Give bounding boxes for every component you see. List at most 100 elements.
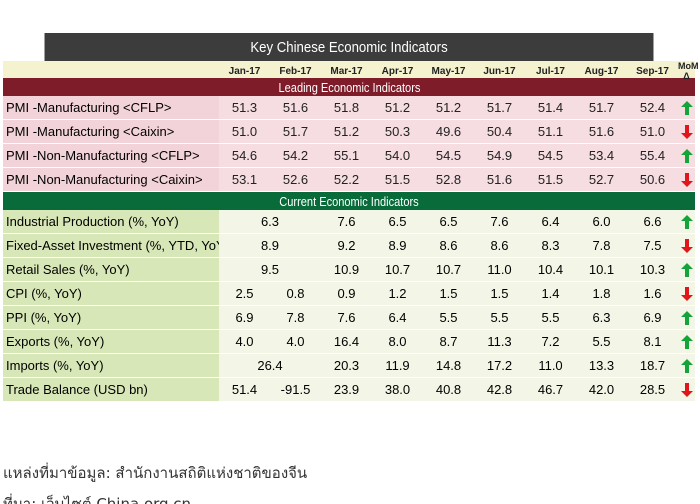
value-cell: 51.6 <box>588 124 615 139</box>
up-arrow-icon <box>678 330 695 353</box>
value-cell: 51.6 <box>282 100 309 115</box>
value-cell: 42.8 <box>486 382 513 397</box>
value-cell: 10.3 <box>639 262 666 277</box>
value-cell: 4.0 <box>235 334 254 349</box>
value-cell: 6.9 <box>235 310 254 325</box>
value-cell: 53.4 <box>588 148 615 163</box>
indicator-row: Industrial Production (%, YoY) 6.3 7.6 6.5 6… <box>3 210 695 234</box>
up-arrow-icon <box>678 354 695 377</box>
value-cell: 28.5 <box>639 382 666 397</box>
value-cell: 6.5 <box>388 214 407 229</box>
down-arrow-icon <box>678 378 695 401</box>
value-cell: 51.7 <box>588 100 615 115</box>
value-cell: 1.8 <box>592 286 611 301</box>
value-cell: 1.2 <box>388 286 407 301</box>
value-cell: 8.9 <box>388 238 407 253</box>
value-cell: 51.0 <box>639 124 666 139</box>
value-cell: 11.3 <box>487 334 512 349</box>
value-cell: 1.6 <box>643 286 662 301</box>
value-cell: 51.0 <box>231 124 258 139</box>
indicator-row: PMI -Non-Manufacturing <Caixin> 53.1 52.6 5… <box>3 168 695 192</box>
value-cell: 6.5 <box>439 214 458 229</box>
indicator-row: Retail Sales (%, YoY) 9.5 10.9 10.7 10.7 11.0… <box>3 258 695 282</box>
value-cell: 8.0 <box>388 334 407 349</box>
value-cell: 51.4 <box>537 100 564 115</box>
value-cell: 0.8 <box>286 286 305 301</box>
value-cell: 51.1 <box>537 124 564 139</box>
value-cell: 46.7 <box>537 382 564 397</box>
value-cell: 18.7 <box>639 358 666 373</box>
value-cell: 38.0 <box>384 382 411 397</box>
value-cell: 8.1 <box>643 334 662 349</box>
down-arrow-icon <box>678 120 695 143</box>
table-title: Key Chinese Economic Indicators <box>44 33 654 61</box>
value-cell: 50.6 <box>639 172 666 187</box>
value-cell: 5.5 <box>490 310 509 325</box>
leading-section-header: Leading Economic Indicators <box>3 78 695 96</box>
leading-rows: PMI -Manufacturing <CFLP> 51.3 51.6 51.8 51.… <box>3 96 695 192</box>
value-cell: 50.3 <box>384 124 411 139</box>
value-cell: 4.0 <box>286 334 305 349</box>
value-cell: 6.4 <box>388 310 407 325</box>
indicator-label: PMI -Manufacturing <CFLP> <box>3 96 219 119</box>
indicator-label: PMI -Manufacturing <Caixin> <box>3 120 219 143</box>
indicator-row: PMI -Manufacturing <Caixin> 51.0 51.7 51.2 5… <box>3 120 695 144</box>
indicator-row: PMI -Non-Manufacturing <CFLP> 54.6 54.2 55.… <box>3 144 695 168</box>
value-cell: 49.6 <box>435 124 462 139</box>
up-arrow-icon <box>678 306 695 329</box>
source-note: แหล่งที่มาข้อมูล: สำนักงานสถิติแห่งชาติข… <box>3 464 308 482</box>
value-cell: -91.5 <box>280 382 311 397</box>
indicator-row: Imports (%, YoY) 26.4 20.3 11.9 14.8 17.2 11.0… <box>3 354 695 378</box>
down-arrow-icon <box>678 168 695 191</box>
value-cell: 42.0 <box>588 382 615 397</box>
indicator-label: CPI (%, YoY) <box>3 282 219 305</box>
value-cell: 7.8 <box>592 238 611 253</box>
value-cell: 7.5 <box>643 238 662 253</box>
down-arrow-icon <box>678 234 695 257</box>
value-cell: 5.5 <box>592 334 611 349</box>
indicator-row: Exports (%, YoY) 4.0 4.0 16.4 8.0 8.7 11.3 7.2 5… <box>3 330 695 354</box>
value-cell: 23.9 <box>333 382 360 397</box>
value-cell: 51.7 <box>486 100 513 115</box>
value-cell: 7.6 <box>337 214 356 229</box>
value-cell: 54.6 <box>231 148 258 163</box>
table-title-text: Key Chinese Economic Indicators <box>250 38 448 56</box>
indicator-label: PMI -Non-Manufacturing <CFLP> <box>3 144 219 167</box>
value-cell: 6.0 <box>592 214 611 229</box>
value-cell: 55.4 <box>639 148 666 163</box>
value-cell: 10.7 <box>384 262 411 277</box>
value-cell: 55.1 <box>333 148 360 163</box>
value-cell: 9.2 <box>337 238 356 253</box>
month-header: Jan-17 <box>228 65 261 77</box>
up-arrow-icon <box>678 144 695 167</box>
month-header: Apr-17 <box>381 65 414 77</box>
value-cell: 5.5 <box>541 310 560 325</box>
footer-note: ที่มา: เว็บไซต์ China.org.cn <box>3 495 192 504</box>
value-cell: 1.5 <box>439 286 458 301</box>
value-cell: 11.0 <box>538 358 563 373</box>
current-section-header: Current Economic Indicators <box>3 192 695 210</box>
value-cell: 51.3 <box>231 100 258 115</box>
up-arrow-icon <box>678 96 695 119</box>
month-header: Jun-17 <box>483 65 516 77</box>
month-header: Sep-17 <box>636 65 669 77</box>
leading-section-title: Leading Economic Indicators <box>278 79 420 95</box>
value-cell: 10.1 <box>588 262 615 277</box>
value-cell-jan-feb: 6.3 <box>260 214 280 229</box>
value-cell: 7.6 <box>490 214 509 229</box>
up-arrow-icon <box>678 210 695 233</box>
indicator-label: Industrial Production (%, YoY) <box>3 210 219 233</box>
value-cell: 51.5 <box>537 172 564 187</box>
value-cell: 50.4 <box>486 124 513 139</box>
mom-change-header: MoM Δ <box>678 61 699 81</box>
value-cell: 7.2 <box>541 334 560 349</box>
indicator-label: Imports (%, YoY) <box>3 354 219 377</box>
value-cell: 11.0 <box>487 262 512 277</box>
value-cell: 7.6 <box>337 310 356 325</box>
value-cell: 54.5 <box>435 148 462 163</box>
indicator-row: Fixed-Asset Investment (%, YTD, YoY) 8.9 9… <box>3 234 695 258</box>
value-cell: 54.0 <box>384 148 411 163</box>
up-arrow-icon <box>678 258 695 281</box>
month-header: May-17 <box>431 65 466 77</box>
current-rows: Industrial Production (%, YoY) 6.3 7.6 6.5 6… <box>3 210 695 402</box>
